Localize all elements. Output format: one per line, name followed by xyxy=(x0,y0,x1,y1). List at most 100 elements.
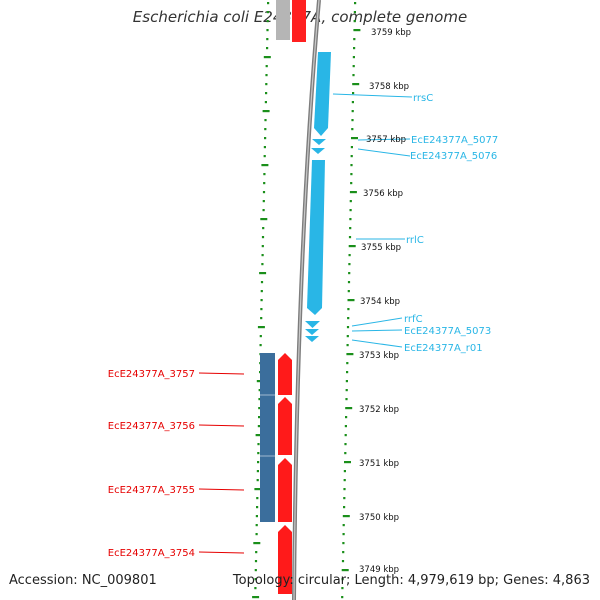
ruler-minor-tick xyxy=(343,479,346,482)
tick-label: 3758 kbp xyxy=(369,82,409,92)
feature-label: EcE24377A_3755 xyxy=(108,485,195,496)
cds-3757-feature[interactable] xyxy=(278,353,292,395)
ruler-minor-tick xyxy=(351,101,354,104)
ruler-minor-tick xyxy=(260,317,263,320)
ruler-minor-tick xyxy=(344,452,347,455)
ruler-minor-tick xyxy=(258,407,261,410)
ruler-minor-tick xyxy=(266,20,269,23)
ruler-minor-tick xyxy=(343,506,346,509)
ruler-minor-tick xyxy=(342,533,345,536)
ruler-minor-tick xyxy=(352,56,355,59)
left-ruler xyxy=(252,2,271,599)
feature-label: EcE24377A_5077 xyxy=(411,135,498,146)
ruler-minor-tick xyxy=(353,20,356,23)
ruler-minor-tick xyxy=(346,362,349,365)
ruler-minor-tick xyxy=(345,380,348,383)
ruler-minor-tick xyxy=(350,173,353,176)
left-leaders xyxy=(198,372,245,554)
trna-r01-feature[interactable] xyxy=(305,336,319,342)
trna-5077-feature[interactable] xyxy=(312,139,326,145)
ruler-major-tick xyxy=(347,299,355,302)
ruler-minor-tick xyxy=(255,524,258,527)
ruler-minor-tick xyxy=(353,38,356,41)
ruler-minor-tick xyxy=(265,92,268,95)
ruler-minor-tick xyxy=(345,416,348,419)
ruler-minor-tick xyxy=(257,425,260,428)
rrsC-feature[interactable] xyxy=(314,52,331,136)
tick-label: 3750 kbp xyxy=(359,513,399,523)
rrfC-feature[interactable] xyxy=(305,321,320,328)
tick-label: 3754 kbp xyxy=(360,297,400,307)
right-ruler xyxy=(341,2,361,599)
ruler-minor-tick xyxy=(261,263,264,266)
tick-label: 3759 kbp xyxy=(371,28,411,38)
feature-label: EcE24377A_3754 xyxy=(108,548,195,559)
tick-label: 3757 kbp xyxy=(366,135,406,145)
ruler-minor-tick xyxy=(347,281,351,284)
ruler-minor-tick xyxy=(256,506,259,509)
ruler-minor-tick xyxy=(256,470,259,473)
cds-3756-feature[interactable] xyxy=(278,397,292,455)
ruler-major-tick xyxy=(253,542,261,545)
ruler-minor-tick xyxy=(342,524,345,527)
ruler-minor-tick xyxy=(345,398,348,401)
ruler-minor-tick xyxy=(267,2,270,5)
feature-grey-top xyxy=(276,0,290,40)
ruler-minor-tick xyxy=(350,182,353,185)
ruler-minor-tick xyxy=(263,146,266,149)
feature-label: EcE24377A_5076 xyxy=(410,151,497,162)
ruler-minor-tick xyxy=(347,308,350,311)
ruler-minor-tick xyxy=(341,587,344,590)
scale-tick-labels: 3759 kbp 3758 kbp 3757 kbp 3756 kbp 3755… xyxy=(359,28,411,575)
ruler-minor-tick xyxy=(254,569,257,572)
ruler-minor-tick xyxy=(262,191,266,194)
ruler-minor-tick xyxy=(263,155,266,158)
ruler-major-tick xyxy=(263,56,271,59)
ruler-minor-tick xyxy=(348,236,352,239)
ruler-minor-tick xyxy=(255,515,258,518)
ruler-minor-tick xyxy=(265,83,268,86)
ruler-minor-tick xyxy=(265,65,268,68)
tick-label: 3749 kbp xyxy=(359,565,399,575)
ruler-minor-tick xyxy=(353,47,356,50)
trna-5076-feature[interactable] xyxy=(311,148,325,154)
ruler-minor-tick xyxy=(342,542,345,545)
ruler-minor-tick xyxy=(260,308,263,311)
ruler-minor-tick xyxy=(258,416,261,419)
ruler-minor-tick xyxy=(264,137,267,140)
ruler-minor-tick xyxy=(344,443,347,446)
feature-label: rrsC xyxy=(413,93,433,104)
ruler-major-tick xyxy=(255,434,263,437)
ruler-minor-tick xyxy=(254,587,257,590)
trna-5073-feature[interactable] xyxy=(305,329,319,335)
tick-label: 3751 kbp xyxy=(359,459,399,469)
ruler-minor-tick xyxy=(348,263,351,266)
ruler-minor-tick xyxy=(258,389,261,392)
tick-label: 3755 kbp xyxy=(361,243,401,253)
ruler-minor-tick xyxy=(346,344,349,347)
ruler-major-tick xyxy=(346,353,354,356)
ruler-minor-tick xyxy=(255,533,258,536)
ruler-minor-tick xyxy=(265,74,268,77)
ruler-major-tick xyxy=(257,326,265,329)
ruler-minor-tick xyxy=(263,173,266,176)
ruler-minor-tick xyxy=(261,254,264,257)
ruler-minor-tick xyxy=(351,119,354,122)
ruler-minor-tick xyxy=(347,290,350,293)
ruler-minor-tick xyxy=(256,479,259,482)
feature-red-top xyxy=(292,0,306,42)
ruler-minor-tick xyxy=(254,560,258,563)
cds-3755-feature[interactable] xyxy=(278,458,292,522)
rrlC-feature[interactable] xyxy=(307,160,325,315)
ruler-minor-tick xyxy=(266,47,269,50)
ruler-major-tick xyxy=(260,218,268,221)
tick-label: 3756 kbp xyxy=(363,189,403,199)
ruler-minor-tick xyxy=(350,146,353,149)
ruler-major-tick xyxy=(351,137,358,140)
right-leaders xyxy=(332,93,413,348)
ruler-minor-tick xyxy=(262,227,265,230)
ruler-major-tick xyxy=(341,569,349,572)
cds-3754-feature[interactable] xyxy=(278,525,292,594)
